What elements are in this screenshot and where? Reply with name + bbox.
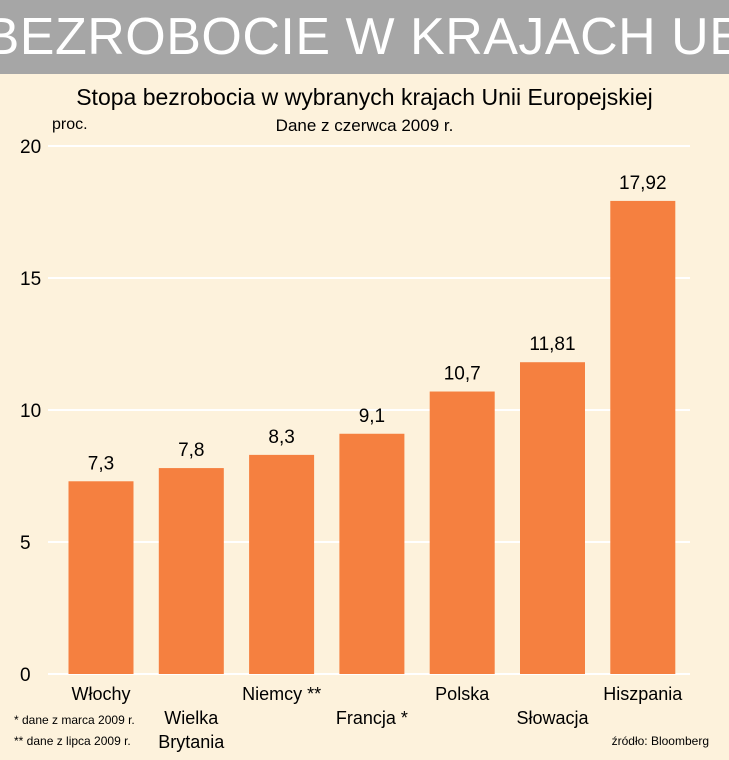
value-label: 10,7 <box>444 364 481 385</box>
bar <box>339 433 405 674</box>
category-label: Francja * <box>336 708 408 728</box>
chart-title: Stopa bezrobocia w wybranych krajach Uni… <box>76 84 653 110</box>
value-label: 17,92 <box>619 173 667 194</box>
value-label: 7,3 <box>88 453 114 474</box>
value-label: 9,1 <box>359 406 385 427</box>
bar <box>429 391 495 674</box>
footnote-july: ** dane z lipca 2009 r. <box>14 734 131 748</box>
value-label: 7,8 <box>178 440 204 461</box>
banner: BEZROBOCIE W KRAJACH UE <box>0 0 729 74</box>
category-label: Polska <box>435 684 490 704</box>
chart-subtitle: Dane z czerwca 2009 r. <box>275 116 454 135</box>
source-note: źródło: Bloomberg <box>611 734 709 748</box>
y-axis-unit: proc. <box>52 116 88 133</box>
y-tick-label: 10 <box>20 401 41 422</box>
banner-title: BEZROBOCIE W KRAJACH UE <box>0 8 729 66</box>
bar <box>68 481 134 674</box>
footnote-march: * dane z marca 2009 r. <box>14 713 135 727</box>
category-label: Niemcy ** <box>242 684 321 704</box>
bar <box>249 454 315 674</box>
bar <box>158 468 224 674</box>
value-label: 11,81 <box>529 334 575 355</box>
category-label: Włochy <box>71 684 130 704</box>
y-tick-label: 15 <box>20 269 41 290</box>
y-tick-label: 0 <box>20 665 31 686</box>
value-label: 8,3 <box>268 427 294 448</box>
bar <box>610 200 676 675</box>
category-label: Hiszpania <box>603 684 683 704</box>
y-tick-label: 5 <box>20 533 31 554</box>
bar <box>520 362 585 674</box>
category-label: Brytania <box>158 732 225 752</box>
category-label: Wielka <box>164 708 219 728</box>
y-tick-label: 20 <box>20 137 41 158</box>
category-label: Słowacja <box>516 708 589 728</box>
